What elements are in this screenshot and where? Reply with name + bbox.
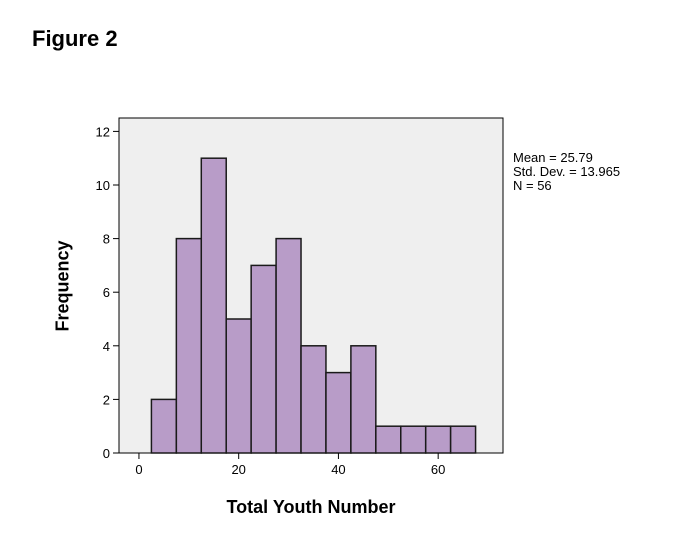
y-axis-label: Frequency xyxy=(52,240,73,332)
histogram-bar-2 xyxy=(175,237,203,454)
histogram-bar-5 xyxy=(250,264,277,454)
histogram-bar-3 xyxy=(200,157,227,454)
y-tick-label: 2 xyxy=(103,392,110,407)
x-axis: 0 20 40 60 xyxy=(135,453,445,477)
y-axis: 0 2 4 6 8 10 12 xyxy=(96,124,119,461)
y-tick-label: 6 xyxy=(103,285,110,300)
x-tick-label: 20 xyxy=(231,462,245,477)
y-tick-label: 12 xyxy=(96,124,110,139)
x-tick-label: 60 xyxy=(431,462,445,477)
y-tick-label: 4 xyxy=(103,339,110,354)
histogram-bar-13 xyxy=(449,425,477,454)
bars-group xyxy=(150,157,477,454)
histogram-bar-9 xyxy=(350,345,377,454)
histogram-bar-1 xyxy=(150,398,178,454)
figure-label: Figure 2 xyxy=(32,26,118,51)
y-tick-label: 10 xyxy=(96,178,110,193)
histogram-bar-8 xyxy=(325,371,352,454)
histogram-bar-11 xyxy=(400,425,427,454)
stats-std-dev: Std. Dev. = 13.965 xyxy=(513,164,621,179)
y-tick-label: 0 xyxy=(103,446,110,461)
histogram-bar-7 xyxy=(300,345,327,454)
y-tick-label: 8 xyxy=(103,232,110,247)
stats-n: N = 56 xyxy=(513,178,552,193)
x-axis-label: Total Youth Number xyxy=(226,497,396,517)
stats-mean: Mean = 25.79 xyxy=(513,150,593,165)
x-tick-label: 40 xyxy=(331,462,345,477)
histogram-bar-12 xyxy=(424,425,452,454)
histogram-bar-6 xyxy=(275,237,302,454)
x-tick-label: 0 xyxy=(135,462,142,477)
stats-legend: Mean = 25.79 Std. Dev. = 13.965 N = 56 xyxy=(513,151,620,193)
histogram-bar-10 xyxy=(375,425,402,454)
histogram-bar-4 xyxy=(225,318,252,454)
